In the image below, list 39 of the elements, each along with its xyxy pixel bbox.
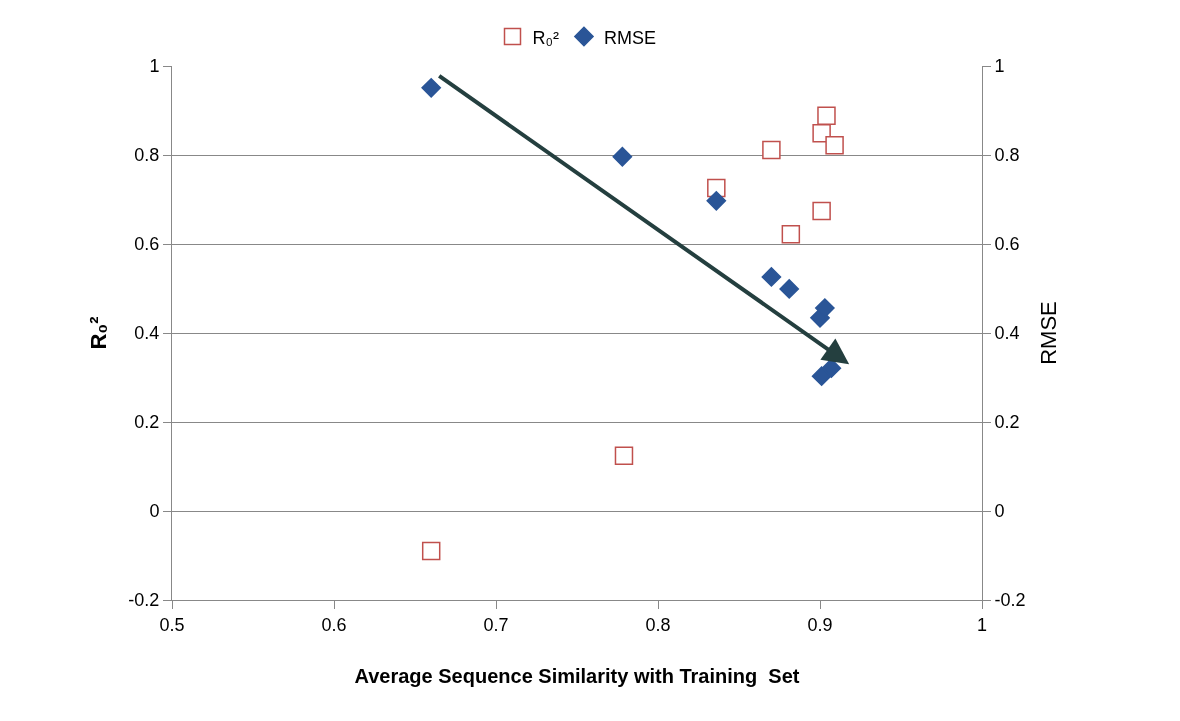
y2-tick-label: -0.2 [994,590,1026,611]
y2-tick-label: 0.4 [994,323,1020,344]
point [812,201,831,221]
point [781,224,801,244]
y-tick-label: -0.2 [128,590,160,611]
x-tick-label: 0.6 [321,614,347,635]
x-tick-label: 1 [976,614,988,635]
point [817,106,836,126]
y2-tick-label: 1 [994,56,1005,77]
y2-tick-label: 0.8 [994,145,1020,166]
y-tick-label: 0 [149,501,160,522]
point [762,140,781,160]
y2-tick-label: 0.6 [994,234,1020,255]
legend-label: RMSE [603,27,656,48]
point [614,446,634,466]
point [421,77,442,98]
x-tick-label: 0.5 [159,614,185,635]
point [815,298,835,318]
point [825,135,844,155]
y-tick-label: 0.4 [134,323,160,344]
point [421,541,441,561]
legend-label: R₀² [532,27,559,48]
y2-axis-title: RMSE [1035,301,1061,365]
x-tick-label: 0.7 [483,614,509,635]
point [612,146,633,167]
x-tick-label: 0.8 [645,614,671,635]
y-tick-label: 0.6 [134,234,160,255]
y2-tick-label: 0 [994,501,1005,522]
x-axis-title: Average Sequence Similarity with Training Set [354,665,800,688]
point [821,358,842,378]
point [779,279,800,299]
y-tick-label: 0.8 [134,145,160,166]
y-tick-label: 0.2 [134,412,160,433]
point [706,190,727,211]
y-tick-label: 1 [149,56,160,77]
x-tick-label: 0.9 [807,614,833,635]
point [761,267,782,287]
y-axis-title: R₀² [86,316,112,350]
y2-tick-label: 0.2 [994,412,1020,433]
